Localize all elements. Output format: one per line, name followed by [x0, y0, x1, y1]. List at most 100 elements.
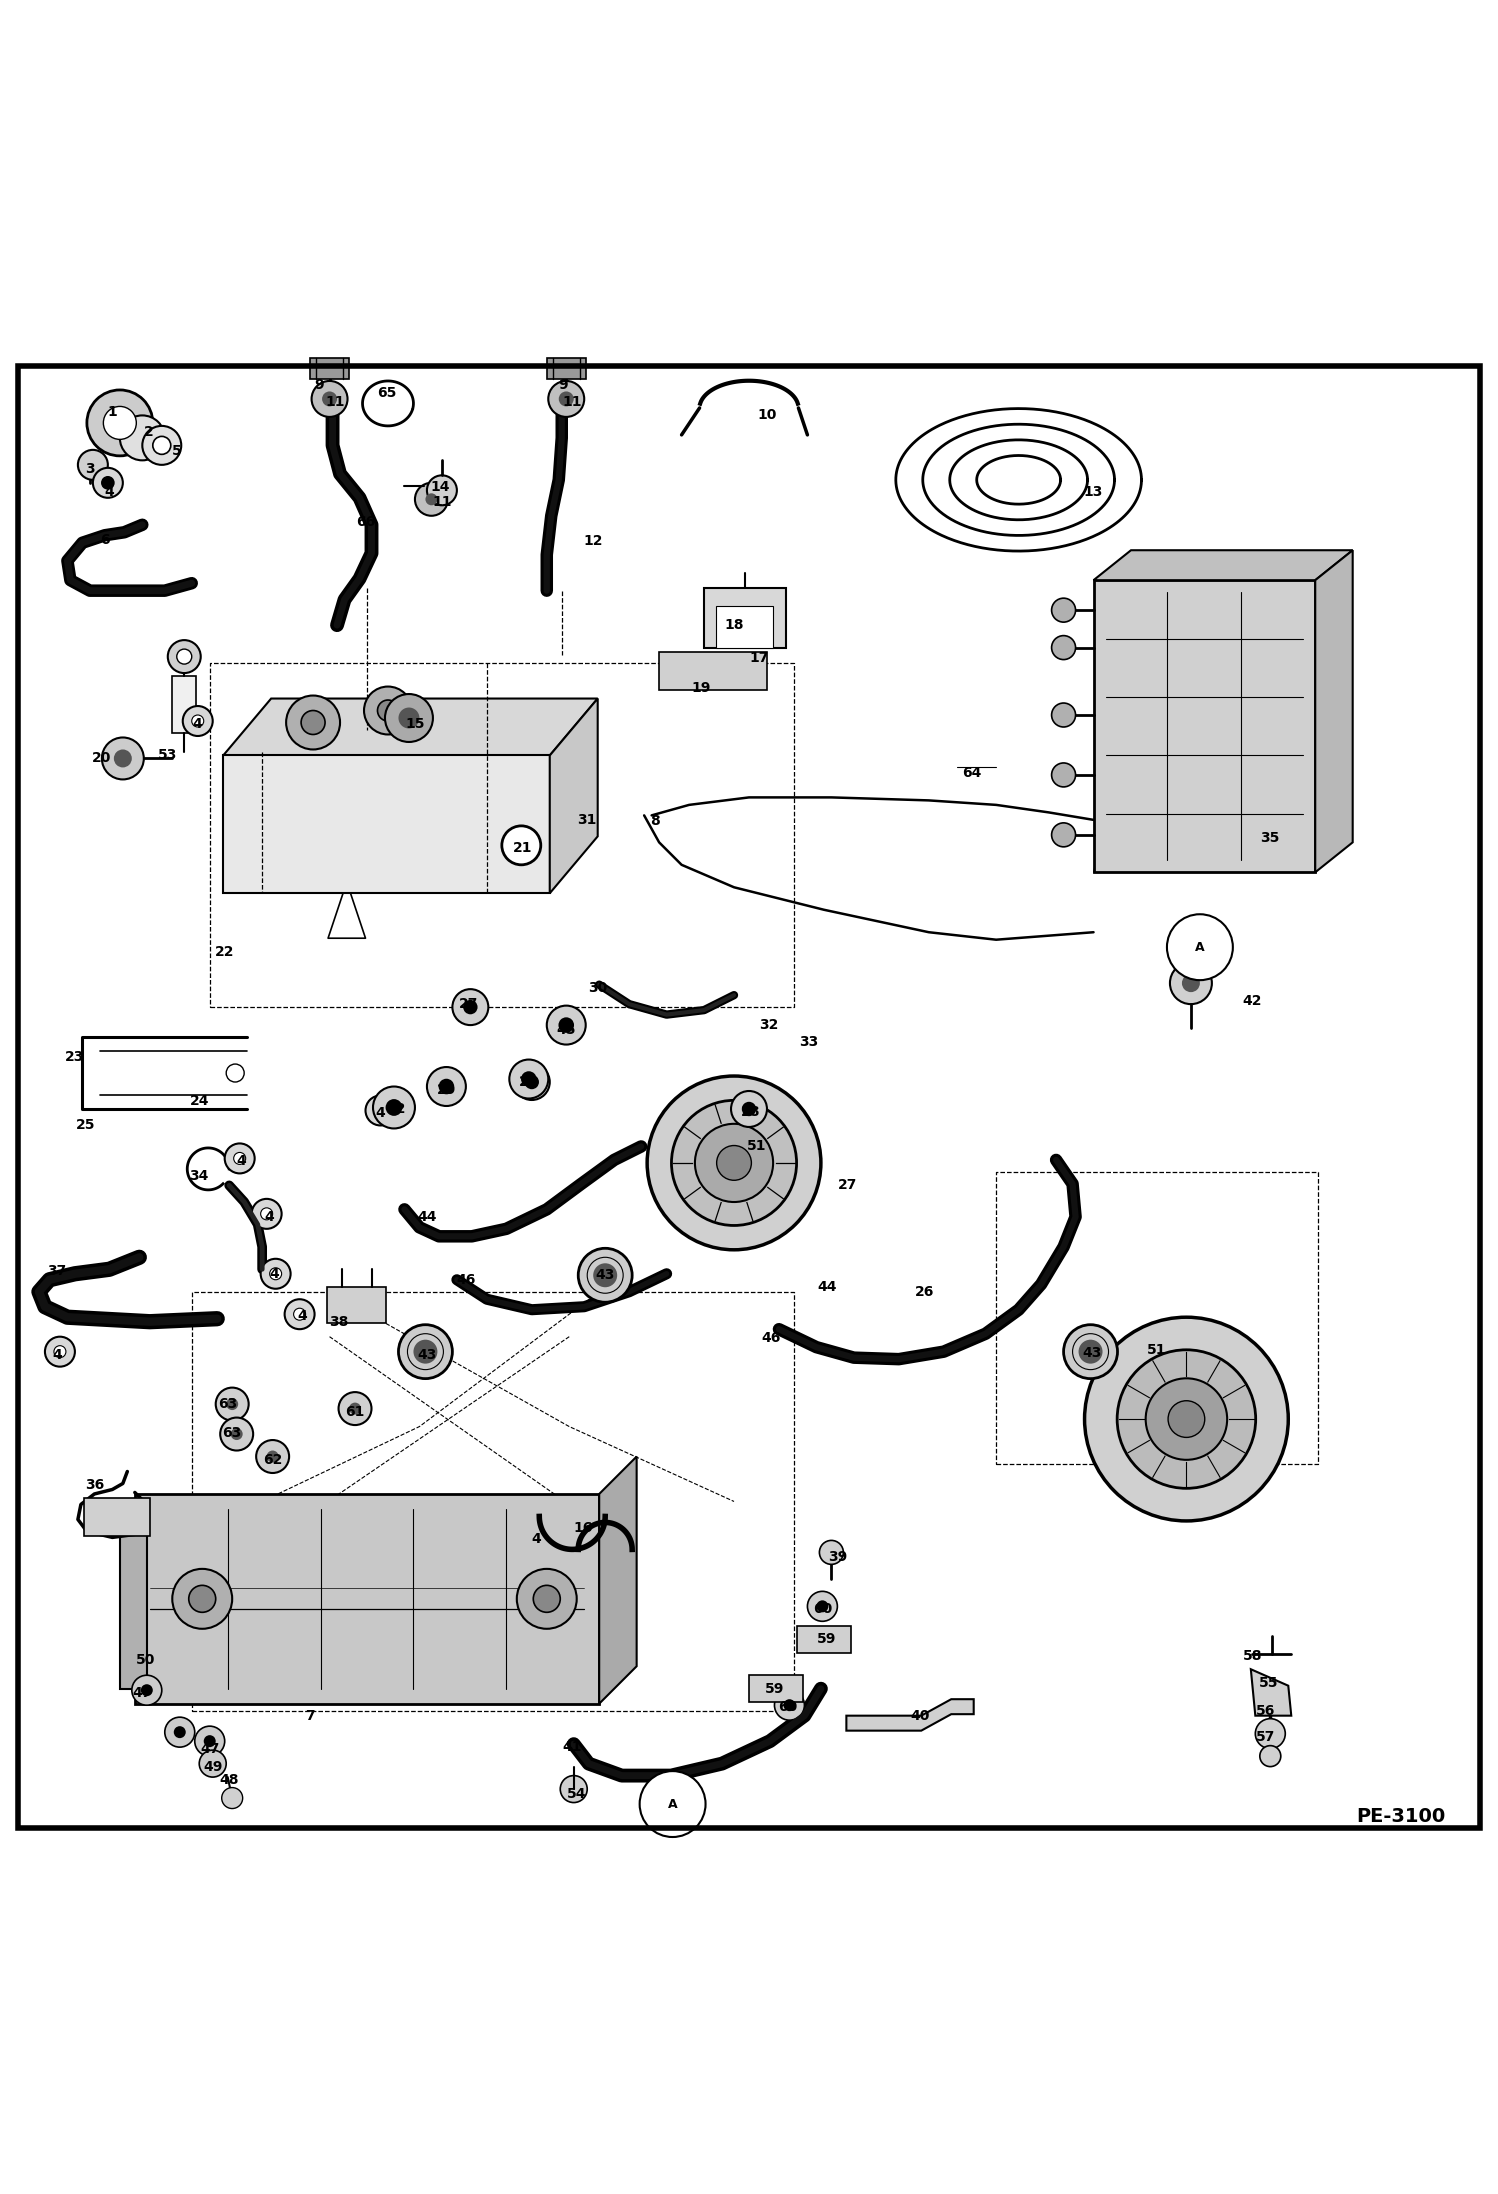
Text: 4: 4 — [376, 1106, 385, 1121]
Text: 44: 44 — [816, 1281, 837, 1294]
Circle shape — [165, 1718, 195, 1746]
Text: 18: 18 — [724, 619, 745, 632]
Circle shape — [225, 1143, 255, 1174]
Text: 19: 19 — [692, 680, 710, 695]
Text: 38: 38 — [330, 1314, 348, 1330]
Text: 23: 23 — [66, 1049, 84, 1064]
Text: 20: 20 — [93, 753, 111, 766]
Circle shape — [1064, 1325, 1118, 1378]
FancyBboxPatch shape — [659, 652, 767, 689]
Circle shape — [78, 450, 108, 480]
Text: 12: 12 — [583, 535, 604, 548]
Circle shape — [560, 1775, 587, 1803]
Circle shape — [256, 1439, 289, 1472]
Text: 11: 11 — [562, 395, 583, 408]
Text: 59: 59 — [818, 1632, 836, 1646]
Circle shape — [385, 693, 433, 742]
Polygon shape — [1251, 1670, 1291, 1716]
Text: A: A — [1195, 941, 1204, 954]
Circle shape — [1167, 915, 1233, 981]
Text: 26: 26 — [915, 1286, 933, 1299]
Text: 26: 26 — [520, 1075, 538, 1088]
FancyBboxPatch shape — [1094, 579, 1315, 873]
Text: 31: 31 — [578, 812, 596, 827]
FancyBboxPatch shape — [547, 358, 586, 380]
Text: 35: 35 — [1261, 832, 1279, 845]
Text: 48: 48 — [219, 1773, 240, 1788]
Circle shape — [413, 1341, 437, 1365]
Text: 32: 32 — [759, 1018, 777, 1031]
Circle shape — [364, 687, 412, 735]
Circle shape — [270, 1268, 282, 1279]
Text: 22: 22 — [214, 946, 235, 959]
Circle shape — [533, 1586, 560, 1613]
Circle shape — [285, 1299, 315, 1330]
Text: 58: 58 — [1242, 1648, 1263, 1663]
Circle shape — [1052, 599, 1076, 623]
Text: 40: 40 — [911, 1709, 929, 1722]
Circle shape — [807, 1591, 837, 1621]
Text: 61: 61 — [346, 1404, 364, 1420]
Text: 47: 47 — [133, 1687, 151, 1700]
Circle shape — [1052, 823, 1076, 847]
Text: 62: 62 — [264, 1452, 282, 1466]
Circle shape — [398, 706, 419, 728]
Text: 49: 49 — [204, 1760, 222, 1773]
Circle shape — [142, 426, 181, 465]
Circle shape — [716, 1145, 752, 1180]
Circle shape — [1168, 1400, 1204, 1437]
Text: 53: 53 — [159, 748, 177, 764]
Polygon shape — [550, 698, 598, 893]
Circle shape — [231, 1428, 243, 1439]
Circle shape — [216, 1387, 249, 1420]
Text: 36: 36 — [85, 1479, 103, 1492]
Text: 5: 5 — [172, 445, 181, 459]
Circle shape — [647, 1075, 821, 1251]
Text: 17: 17 — [750, 652, 768, 665]
Text: 43: 43 — [418, 1347, 436, 1362]
Circle shape — [252, 1198, 282, 1229]
FancyBboxPatch shape — [223, 755, 550, 893]
Circle shape — [1170, 963, 1212, 1005]
Text: 27: 27 — [460, 996, 478, 1011]
Circle shape — [267, 1450, 279, 1463]
Circle shape — [286, 695, 340, 750]
Circle shape — [261, 1259, 291, 1288]
Text: PE-3100: PE-3100 — [1356, 1806, 1446, 1825]
Circle shape — [1052, 764, 1076, 788]
Text: 41: 41 — [562, 1740, 583, 1755]
FancyBboxPatch shape — [716, 606, 773, 647]
Text: 1: 1 — [108, 406, 117, 419]
Circle shape — [1052, 636, 1076, 660]
Text: 51: 51 — [1146, 1343, 1167, 1358]
Circle shape — [774, 1689, 804, 1720]
Circle shape — [189, 1586, 216, 1613]
Circle shape — [415, 483, 448, 516]
Circle shape — [731, 1090, 767, 1128]
Circle shape — [199, 1751, 226, 1777]
Circle shape — [377, 700, 398, 722]
Circle shape — [559, 391, 574, 406]
Text: 39: 39 — [828, 1549, 846, 1564]
Text: 65: 65 — [377, 386, 395, 399]
Circle shape — [192, 715, 204, 726]
FancyBboxPatch shape — [172, 676, 196, 733]
Circle shape — [452, 989, 488, 1025]
Text: 51: 51 — [746, 1139, 767, 1154]
Text: 60: 60 — [779, 1700, 797, 1714]
Circle shape — [559, 1018, 574, 1033]
Circle shape — [1118, 1349, 1255, 1488]
Circle shape — [349, 1402, 361, 1415]
Text: 14: 14 — [430, 480, 451, 494]
Text: 9: 9 — [315, 377, 324, 393]
Circle shape — [102, 737, 144, 779]
Text: 4: 4 — [105, 485, 114, 498]
Circle shape — [132, 1676, 162, 1705]
Text: 37: 37 — [48, 1264, 66, 1277]
Text: 29: 29 — [437, 1082, 455, 1097]
Text: 59: 59 — [765, 1683, 783, 1696]
Circle shape — [226, 1398, 238, 1411]
Text: 4: 4 — [193, 717, 202, 731]
Text: 11: 11 — [431, 496, 452, 509]
Circle shape — [509, 1060, 548, 1099]
